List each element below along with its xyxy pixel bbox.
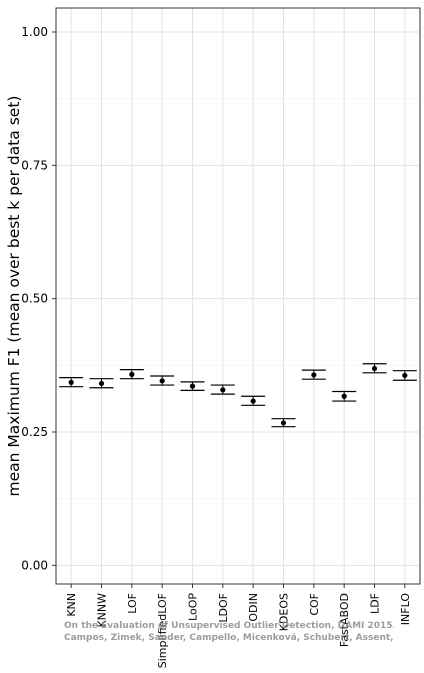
errorbar-ldof — [210, 384, 235, 395]
panel-frame — [55, 7, 421, 585]
mean-point — [68, 379, 74, 385]
x-tick-label: LoOP — [187, 593, 200, 621]
panel-border — [55, 7, 421, 585]
mean-point — [402, 372, 408, 379]
mean-point — [341, 393, 347, 399]
x-tick-label: KNNW — [96, 593, 109, 628]
data-marks — [59, 363, 417, 428]
errorbar-knn — [59, 377, 84, 388]
x-tick-label: LOF — [126, 593, 139, 614]
mean-point — [159, 378, 165, 384]
y-tick-label: 0.75 — [21, 158, 48, 172]
x-tick-label: SimplifiedLOF — [156, 593, 169, 668]
x-tick-label: LDF — [369, 593, 382, 614]
mean-point — [129, 371, 135, 377]
x-tick-label: LDOF — [217, 593, 230, 623]
mean-point — [189, 383, 196, 389]
errorbar-kdeos — [271, 418, 296, 428]
x-tick-label: KNN — [65, 593, 78, 617]
errorbar-knnw — [89, 378, 114, 389]
grid — [56, 8, 420, 584]
errorbar-ldf — [362, 363, 387, 374]
mean-point — [220, 387, 226, 393]
watermark-line-1: On the Evaluation of Unsupervised Outlie… — [64, 621, 394, 631]
mean-point — [250, 398, 256, 404]
errorbar-inflo — [392, 370, 417, 381]
errorbar-fastabod — [332, 390, 357, 402]
x-tick-label: FastABOD — [338, 593, 351, 647]
y-axis: 0.00 0.25 0.50 0.75 1.00 — [21, 25, 56, 572]
mean-point — [311, 372, 317, 378]
x-tick-label: INFLO — [399, 593, 412, 626]
x-tick-label: COF — [308, 593, 321, 616]
mean-point — [98, 380, 105, 387]
mean-point — [280, 420, 287, 426]
errorbar-simplifiedlof — [150, 375, 175, 386]
errorbar-odin — [241, 395, 266, 406]
y-axis-title: mean Maximum F1 (mean over best k per da… — [5, 96, 23, 497]
errorbar-loop — [180, 381, 205, 391]
y-tick-label: 0.50 — [21, 292, 48, 306]
x-tick-label: KDEOS — [278, 593, 291, 631]
y-tick-label: 0.25 — [21, 425, 48, 439]
mean-point — [371, 365, 378, 372]
watermark-line-2: Campos, Zimek, Sander, Campello, Micenko… — [64, 633, 394, 643]
x-tick-label: ODIN — [247, 593, 260, 622]
errorbar-cof — [301, 369, 326, 380]
x-axis: KNN KNNW LOF SimplifiedLOF LoOP LDOF ODIN KDEOS… — [65, 584, 412, 668]
errorbar-lof — [119, 369, 144, 380]
y-tick-label: 1.00 — [21, 25, 48, 39]
y-tick-label: 0.00 — [21, 558, 48, 572]
